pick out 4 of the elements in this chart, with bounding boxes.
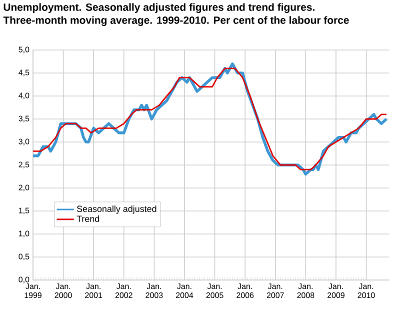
legend-label: Trend xyxy=(76,215,100,222)
legend-label: Seasonally adjusted xyxy=(76,205,156,214)
chart-subtitle: Three-month moving average. 1999-2010. Per cent of the labour force xyxy=(3,16,349,26)
chart-title: Unemployment. Seasonally adjusted figures and trend figures. xyxy=(4,3,314,13)
